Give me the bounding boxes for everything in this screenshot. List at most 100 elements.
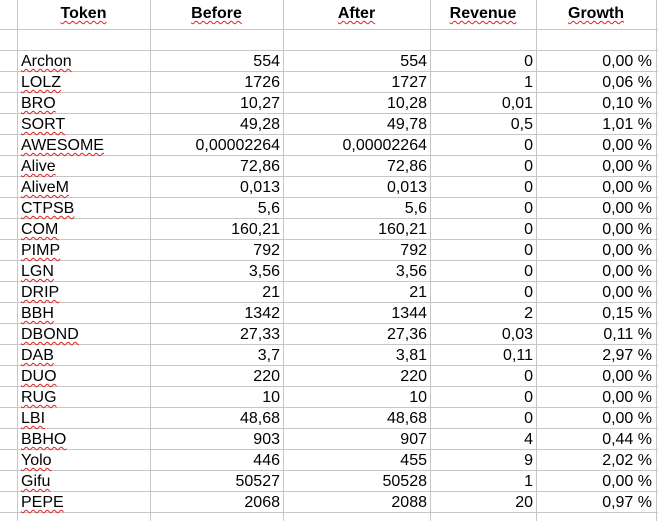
growth-cell[interactable]: 1,01 % (536, 114, 652, 135)
header-revenue-cell[interactable]: Revenue (430, 0, 536, 30)
growth-cell[interactable]: 0,10 % (536, 93, 652, 114)
revenue-cell[interactable]: 20 (430, 492, 533, 513)
token-cell[interactable]: COM (21, 219, 149, 240)
growth-cell[interactable]: 2,02 % (536, 450, 652, 471)
growth-cell[interactable]: 0,00 % (536, 240, 652, 261)
token-cell[interactable]: BBHO (21, 429, 149, 450)
after-cell[interactable]: 3,81 (283, 345, 427, 366)
revenue-cell[interactable]: 0,5 (430, 114, 533, 135)
revenue-cell[interactable]: 0,03 (430, 324, 533, 345)
header-after-cell[interactable]: After (283, 0, 430, 30)
after-cell[interactable]: 3,56 (283, 261, 427, 282)
token-cell[interactable]: LGN (21, 261, 149, 282)
growth-cell[interactable]: 0,06 % (536, 72, 652, 93)
token-cell[interactable]: Yolo (21, 450, 149, 471)
header-growth-cell[interactable]: Growth (536, 0, 656, 30)
before-cell[interactable]: 2068 (150, 492, 280, 513)
before-cell[interactable]: 554 (150, 51, 280, 72)
after-cell[interactable]: 50528 (283, 471, 428, 492)
after-cell[interactable]: 1727 (283, 72, 427, 93)
before-cell[interactable]: 160,21 (150, 219, 280, 240)
growth-cell[interactable]: 0,00 % (536, 408, 652, 429)
revenue-cell[interactable]: 0 (430, 177, 533, 198)
after-cell[interactable]: 554 (283, 51, 427, 72)
token-cell[interactable]: BRO (21, 93, 149, 114)
token-cell[interactable]: AliveM (21, 177, 149, 198)
growth-cell[interactable]: 0,00 % (536, 51, 652, 72)
token-cell[interactable]: CTPSB (21, 198, 149, 219)
after-cell[interactable]: 160,21 (283, 219, 427, 240)
revenue-cell[interactable]: 0 (430, 261, 533, 282)
after-cell[interactable]: 792 (283, 240, 427, 261)
growth-cell[interactable]: 0,00 % (536, 219, 652, 240)
revenue-cell[interactable]: 0 (430, 282, 533, 303)
revenue-cell[interactable]: 0 (430, 408, 533, 429)
before-cell[interactable]: 0,00002264 (150, 135, 280, 156)
before-cell[interactable]: 0,013 (150, 177, 280, 198)
after-cell[interactable]: 0,013 (283, 177, 427, 198)
after-cell[interactable]: 5,6 (283, 198, 427, 219)
token-cell[interactable]: DAB (21, 345, 149, 366)
after-cell[interactable]: 907 (283, 429, 427, 450)
revenue-cell[interactable]: 0 (430, 366, 533, 387)
after-cell[interactable]: 21 (283, 282, 427, 303)
token-cell[interactable]: Gifu (21, 471, 149, 492)
revenue-cell[interactable]: 0 (430, 51, 533, 72)
before-cell[interactable]: 49,28 (150, 114, 280, 135)
before-cell[interactable]: 220 (150, 366, 280, 387)
revenue-cell[interactable]: 2 (430, 303, 533, 324)
token-cell[interactable]: RUG (21, 387, 149, 408)
before-cell[interactable]: 27,33 (150, 324, 280, 345)
revenue-cell[interactable]: 1 (430, 471, 533, 492)
after-cell[interactable]: 2088 (283, 492, 427, 513)
growth-cell[interactable]: 0,00 % (536, 198, 652, 219)
growth-cell[interactable]: 0,00 % (536, 366, 652, 387)
before-cell[interactable]: 5,6 (150, 198, 280, 219)
header-before-cell[interactable]: Before (150, 0, 283, 30)
token-cell[interactable]: LOLZ (21, 72, 149, 93)
growth-cell[interactable]: 0,00 % (536, 135, 652, 156)
after-cell[interactable]: 455 (283, 450, 427, 471)
token-cell[interactable]: Alive (21, 156, 149, 177)
growth-cell[interactable]: 0,44 % (536, 429, 652, 450)
before-cell[interactable]: 21 (150, 282, 280, 303)
revenue-cell[interactable]: 4 (430, 429, 533, 450)
after-cell[interactable]: 0,00002264 (283, 135, 427, 156)
before-cell[interactable]: 792 (150, 240, 280, 261)
token-cell[interactable]: LBI (21, 408, 149, 429)
token-cell[interactable]: AWESOME (21, 135, 149, 156)
growth-cell[interactable]: 0,00 % (536, 177, 652, 198)
growth-cell[interactable]: 0,00 % (536, 387, 652, 408)
empty-row[interactable] (0, 513, 658, 521)
after-cell[interactable]: 27,36 (283, 324, 427, 345)
after-cell[interactable]: 1344 (283, 303, 427, 324)
growth-cell[interactable]: 0,00 % (536, 471, 652, 492)
before-cell[interactable]: 446 (150, 450, 280, 471)
after-cell[interactable]: 72,86 (283, 156, 427, 177)
after-cell[interactable]: 220 (283, 366, 427, 387)
revenue-cell[interactable]: 0,01 (430, 93, 533, 114)
revenue-cell[interactable]: 1 (430, 72, 533, 93)
growth-cell[interactable]: 0,15 % (536, 303, 652, 324)
growth-cell[interactable]: 0,00 % (536, 156, 652, 177)
token-cell[interactable]: PIMP (21, 240, 149, 261)
empty-row[interactable] (0, 30, 658, 51)
growth-cell[interactable]: 0,00 % (536, 261, 652, 282)
growth-cell[interactable]: 0,97 % (536, 492, 652, 513)
after-cell[interactable]: 48,68 (283, 408, 427, 429)
header-token-cell[interactable]: Token (17, 0, 150, 30)
token-cell[interactable]: DUO (21, 366, 149, 387)
before-cell[interactable]: 1726 (150, 72, 280, 93)
token-cell[interactable]: SORT (21, 114, 149, 135)
before-cell[interactable]: 72,86 (150, 156, 280, 177)
token-cell[interactable]: DBOND (21, 324, 149, 345)
before-cell[interactable]: 10 (150, 387, 280, 408)
revenue-cell[interactable]: 0,11 (430, 345, 533, 366)
revenue-cell[interactable]: 0 (430, 135, 533, 156)
before-cell[interactable]: 10,27 (150, 93, 280, 114)
token-cell[interactable]: BBH (21, 303, 149, 324)
revenue-cell[interactable]: 0 (430, 198, 533, 219)
revenue-cell[interactable]: 9 (430, 450, 533, 471)
after-cell[interactable]: 10 (283, 387, 427, 408)
revenue-cell[interactable]: 0 (430, 387, 533, 408)
